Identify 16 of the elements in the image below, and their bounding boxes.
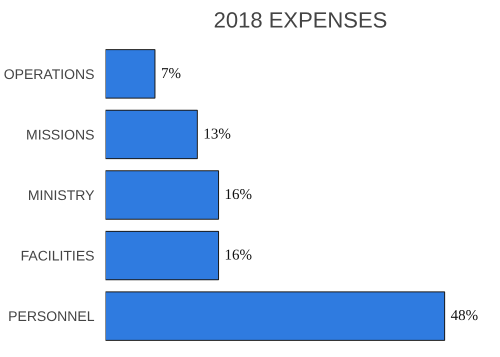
- data-label: 48%: [450, 308, 478, 324]
- data-label: 16%: [224, 248, 252, 264]
- data-label: 16%: [224, 187, 252, 203]
- data-label: 13%: [203, 126, 231, 142]
- bar: [106, 291, 446, 341]
- y-tick-label: FACILITIES: [20, 248, 95, 264]
- y-tick-label: MINISTRY: [28, 187, 96, 203]
- y-tick-label: OPERATIONS: [4, 66, 95, 82]
- bar: [106, 49, 156, 99]
- y-tick-label: MISSIONS: [26, 126, 95, 142]
- bar: [106, 110, 198, 160]
- bar: [106, 170, 220, 220]
- bar: [106, 230, 220, 280]
- data-label: 7%: [160, 66, 181, 82]
- y-tick-label: PERSONNEL: [8, 308, 95, 324]
- chart-title: 2018 EXPENSES: [214, 8, 388, 32]
